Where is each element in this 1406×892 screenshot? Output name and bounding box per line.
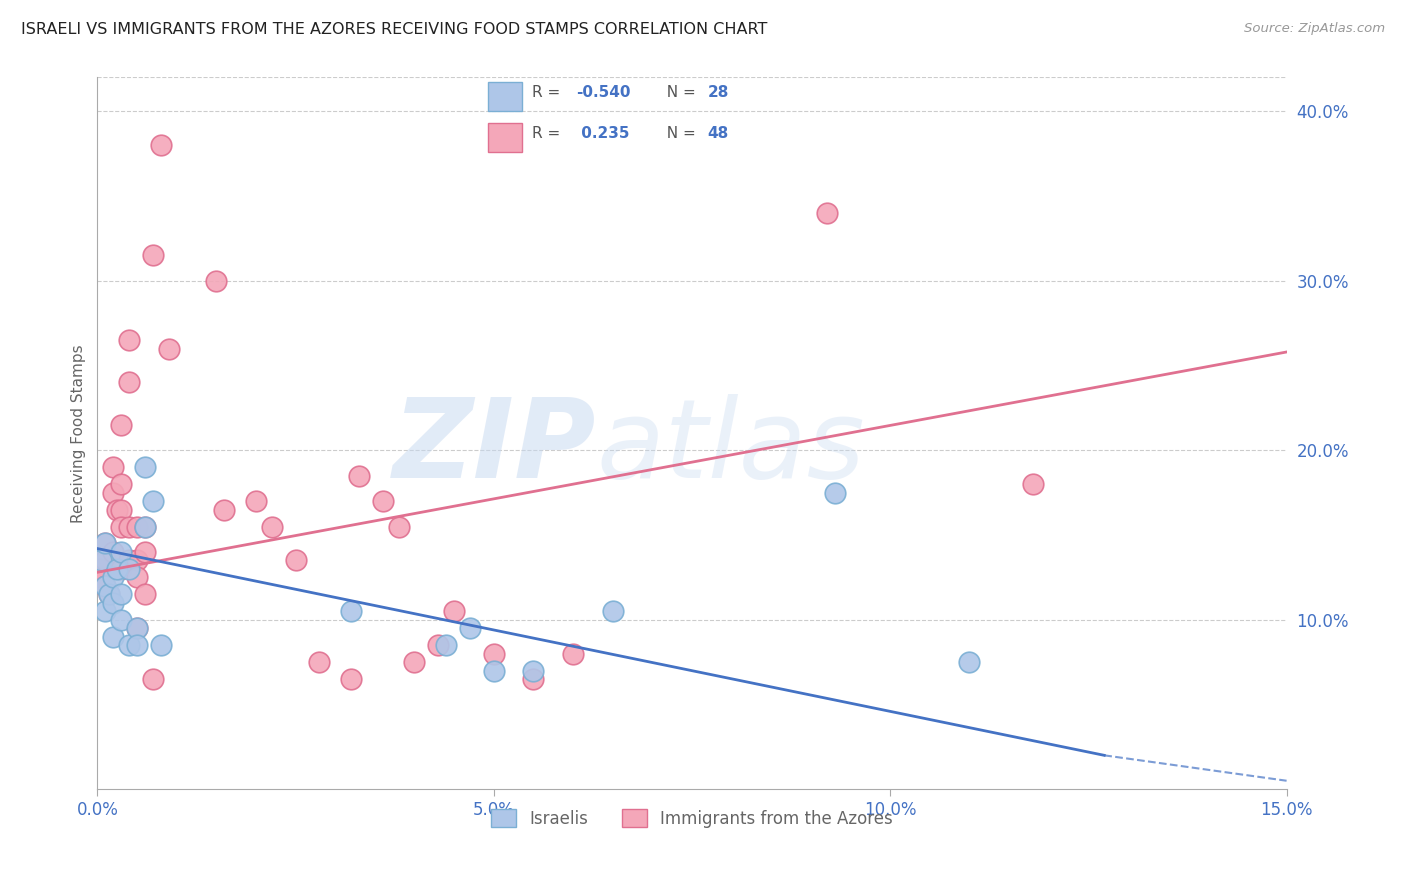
- Point: [602, 604, 624, 618]
- Point: [98, 587, 121, 601]
- Point: [260, 519, 283, 533]
- Text: 0.235: 0.235: [576, 127, 630, 141]
- Point: [103, 485, 125, 500]
- Text: ISRAELI VS IMMIGRANTS FROM THE AZORES RECEIVING FOOD STAMPS CORRELATION CHART: ISRAELI VS IMMIGRANTS FROM THE AZORES RE…: [21, 22, 768, 37]
- FancyBboxPatch shape: [488, 123, 522, 152]
- Point: [110, 545, 132, 559]
- Point: [562, 647, 585, 661]
- Point: [94, 536, 117, 550]
- Point: [142, 672, 165, 686]
- Point: [371, 494, 394, 508]
- Point: [94, 604, 117, 618]
- Point: [110, 587, 132, 601]
- Text: 28: 28: [707, 86, 728, 100]
- Point: [90, 570, 112, 584]
- Point: [134, 587, 156, 601]
- Text: -0.540: -0.540: [576, 86, 630, 100]
- Point: [340, 672, 363, 686]
- Point: [427, 638, 450, 652]
- Point: [125, 621, 148, 635]
- Point: [134, 519, 156, 533]
- Point: [105, 502, 128, 516]
- FancyBboxPatch shape: [488, 82, 522, 111]
- Point: [134, 460, 156, 475]
- Text: N =: N =: [657, 127, 700, 141]
- Point: [103, 460, 125, 475]
- Point: [125, 519, 148, 533]
- Point: [149, 638, 172, 652]
- Point: [110, 417, 132, 432]
- Point: [434, 638, 457, 652]
- Point: [142, 494, 165, 508]
- Point: [134, 545, 156, 559]
- Point: [142, 248, 165, 262]
- Point: [149, 138, 172, 153]
- Point: [118, 376, 141, 390]
- Point: [103, 630, 125, 644]
- Point: [94, 553, 117, 567]
- Point: [245, 494, 267, 508]
- Point: [404, 655, 426, 669]
- Point: [522, 672, 544, 686]
- Text: 48: 48: [707, 127, 728, 141]
- Point: [125, 621, 148, 635]
- Point: [212, 502, 235, 516]
- Point: [103, 570, 125, 584]
- Point: [340, 604, 363, 618]
- Point: [482, 664, 505, 678]
- Text: N =: N =: [657, 86, 700, 100]
- Point: [125, 570, 148, 584]
- Point: [118, 562, 141, 576]
- Point: [125, 553, 148, 567]
- Point: [815, 206, 838, 220]
- Point: [103, 545, 125, 559]
- Point: [94, 536, 117, 550]
- Y-axis label: Receiving Food Stamps: Receiving Food Stamps: [72, 344, 86, 523]
- Point: [482, 647, 505, 661]
- Text: ZIP: ZIP: [394, 394, 596, 501]
- Text: atlas: atlas: [596, 394, 866, 501]
- Point: [110, 477, 132, 491]
- Point: [110, 502, 132, 516]
- Point: [388, 519, 411, 533]
- Point: [90, 553, 112, 567]
- Point: [443, 604, 465, 618]
- Text: R =: R =: [531, 86, 565, 100]
- Point: [458, 621, 481, 635]
- Point: [110, 519, 132, 533]
- Point: [103, 596, 125, 610]
- Point: [118, 519, 141, 533]
- Text: Source: ZipAtlas.com: Source: ZipAtlas.com: [1244, 22, 1385, 36]
- Point: [347, 468, 370, 483]
- Point: [98, 587, 121, 601]
- Point: [522, 664, 544, 678]
- Point: [105, 562, 128, 576]
- Point: [157, 342, 180, 356]
- Point: [110, 562, 132, 576]
- Legend: Israelis, Immigrants from the Azores: Israelis, Immigrants from the Azores: [485, 803, 900, 834]
- Point: [125, 638, 148, 652]
- Point: [89, 562, 111, 576]
- Point: [110, 613, 132, 627]
- Point: [118, 333, 141, 347]
- Point: [824, 485, 846, 500]
- Point: [205, 274, 228, 288]
- Point: [284, 553, 307, 567]
- Point: [959, 655, 981, 669]
- Point: [94, 579, 117, 593]
- Point: [94, 579, 117, 593]
- Point: [134, 519, 156, 533]
- Point: [308, 655, 330, 669]
- Point: [118, 638, 141, 652]
- Text: R =: R =: [531, 127, 569, 141]
- Point: [1022, 477, 1045, 491]
- Point: [118, 553, 141, 567]
